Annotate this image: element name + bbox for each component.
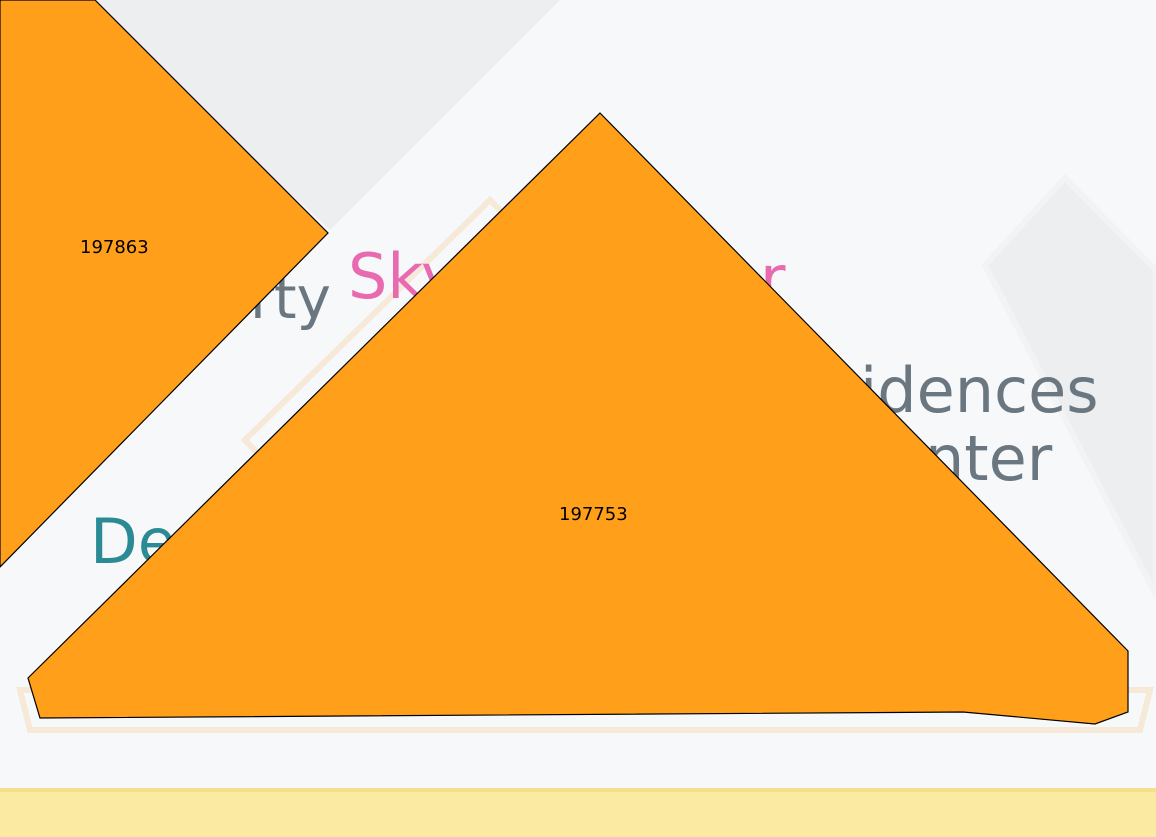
parcel-label-197753: 197753 <box>559 504 628 525</box>
parcel-197753[interactable] <box>27 112 1129 725</box>
road-edge <box>0 788 1156 792</box>
parcel-label-197863: 197863 <box>80 237 149 258</box>
road[interactable] <box>0 790 1156 837</box>
parcel-197863[interactable] <box>0 0 329 568</box>
building-block-right <box>981 173 1156 597</box>
place-label-idences: idences <box>860 354 1099 427</box>
building-block-top <box>80 0 560 230</box>
